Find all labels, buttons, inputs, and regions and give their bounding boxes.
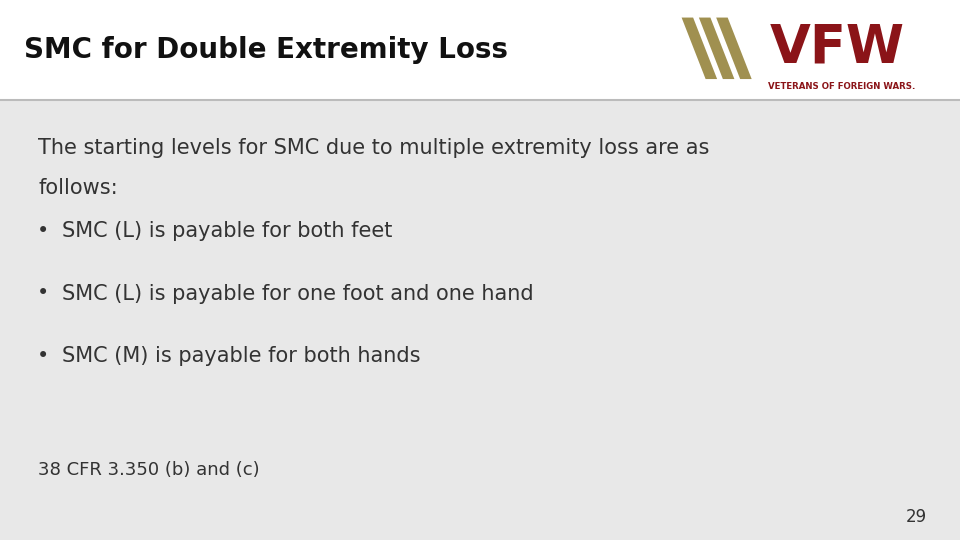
Bar [0,100,960,540]
Polygon shape [699,18,734,79]
Text: SMC (L) is payable for one foot and one hand: SMC (L) is payable for one foot and one … [62,284,534,303]
Text: •: • [36,221,49,241]
Polygon shape [716,18,752,79]
Text: The starting levels for SMC due to multiple extremity loss are as: The starting levels for SMC due to multi… [38,138,709,158]
Text: 38 CFR 3.350 (b) and (c): 38 CFR 3.350 (b) and (c) [38,461,260,479]
Text: VFW: VFW [769,22,904,74]
Bar [0,0,960,100]
Text: •: • [36,284,49,303]
Text: •: • [36,346,49,366]
Text: SMC (L) is payable for both feet: SMC (L) is payable for both feet [62,221,393,241]
Text: SMC for Double Extremity Loss: SMC for Double Extremity Loss [24,36,508,64]
Text: follows:: follows: [38,178,118,198]
Text: 29: 29 [905,509,926,526]
Text: SMC (M) is payable for both hands: SMC (M) is payable for both hands [62,346,420,366]
Polygon shape [682,18,717,79]
Text: VETERANS OF FOREIGN WARS.: VETERANS OF FOREIGN WARS. [768,82,915,91]
